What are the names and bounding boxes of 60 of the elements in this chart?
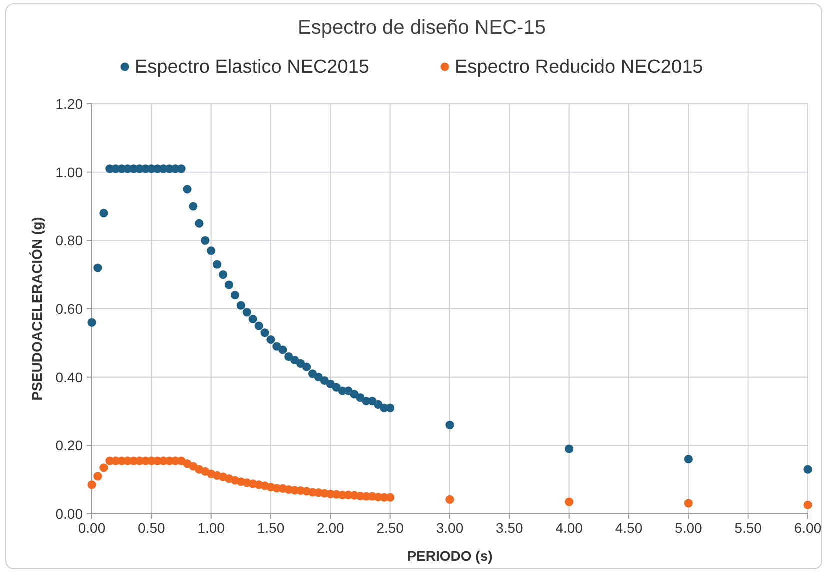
point bbox=[386, 404, 395, 412]
point bbox=[446, 495, 454, 504]
point bbox=[207, 246, 216, 256]
y-tick-label: 1.00 bbox=[56, 164, 84, 180]
x-tick-label: 6.00 bbox=[794, 520, 822, 536]
x-tick-label: 4.50 bbox=[615, 520, 643, 536]
point bbox=[201, 236, 210, 245]
x-tick-label: 1.00 bbox=[198, 520, 226, 536]
x-axis-title: PERIODO (s) bbox=[407, 548, 493, 564]
point bbox=[684, 499, 693, 508]
point bbox=[684, 455, 693, 464]
point bbox=[218, 270, 228, 280]
point bbox=[88, 318, 96, 327]
point bbox=[260, 328, 270, 338]
point bbox=[446, 420, 454, 430]
point bbox=[94, 472, 102, 481]
x-tick-label: 2.00 bbox=[317, 520, 345, 536]
point bbox=[100, 209, 108, 218]
y-tick-label: 0.20 bbox=[56, 438, 84, 454]
point bbox=[183, 185, 192, 194]
y-tick-label: 0.60 bbox=[56, 301, 84, 317]
x-tick-label: 3.50 bbox=[496, 520, 524, 536]
point bbox=[177, 164, 186, 174]
point bbox=[386, 493, 395, 502]
point bbox=[242, 308, 252, 317]
y-tick-label: 1.20 bbox=[56, 96, 84, 112]
y-tick-label: 0.80 bbox=[56, 232, 84, 249]
point bbox=[565, 498, 574, 506]
chart-title: Espectro de diseño NEC-15 bbox=[298, 17, 546, 39]
x-tick-label: 4.00 bbox=[556, 520, 584, 536]
point bbox=[565, 444, 574, 454]
x-tick-label: 0.50 bbox=[138, 520, 166, 536]
point bbox=[266, 335, 276, 344]
point bbox=[94, 264, 102, 272]
point bbox=[804, 465, 812, 474]
point bbox=[88, 480, 96, 490]
x-tick-label: 5.50 bbox=[734, 520, 762, 536]
point bbox=[248, 314, 258, 324]
x-tick-label: 2.50 bbox=[376, 520, 404, 536]
point bbox=[314, 373, 324, 382]
point bbox=[195, 219, 204, 228]
x-tick-label: 3.00 bbox=[436, 520, 464, 536]
x-tick-label: 0.00 bbox=[78, 520, 106, 536]
point bbox=[302, 362, 312, 372]
point bbox=[254, 322, 264, 330]
point bbox=[100, 464, 108, 472]
point bbox=[804, 500, 812, 510]
y-tick-label: 0.40 bbox=[56, 369, 84, 386]
y-tick-label: 0.00 bbox=[56, 506, 84, 522]
point bbox=[236, 301, 246, 310]
legend-label: Espectro Reducido NEC2015 bbox=[455, 57, 704, 78]
x-tick-label: 5.00 bbox=[675, 520, 703, 536]
point bbox=[224, 280, 234, 290]
x-tick-label: 1.50 bbox=[257, 520, 285, 536]
legend-label: Espectro Elastico NEC2015 bbox=[135, 57, 370, 78]
point bbox=[189, 202, 198, 211]
point bbox=[278, 346, 288, 354]
point bbox=[213, 260, 222, 269]
point bbox=[230, 291, 240, 300]
y-axis-title: PSEUDOACELERACIÓN (g) bbox=[29, 217, 45, 401]
